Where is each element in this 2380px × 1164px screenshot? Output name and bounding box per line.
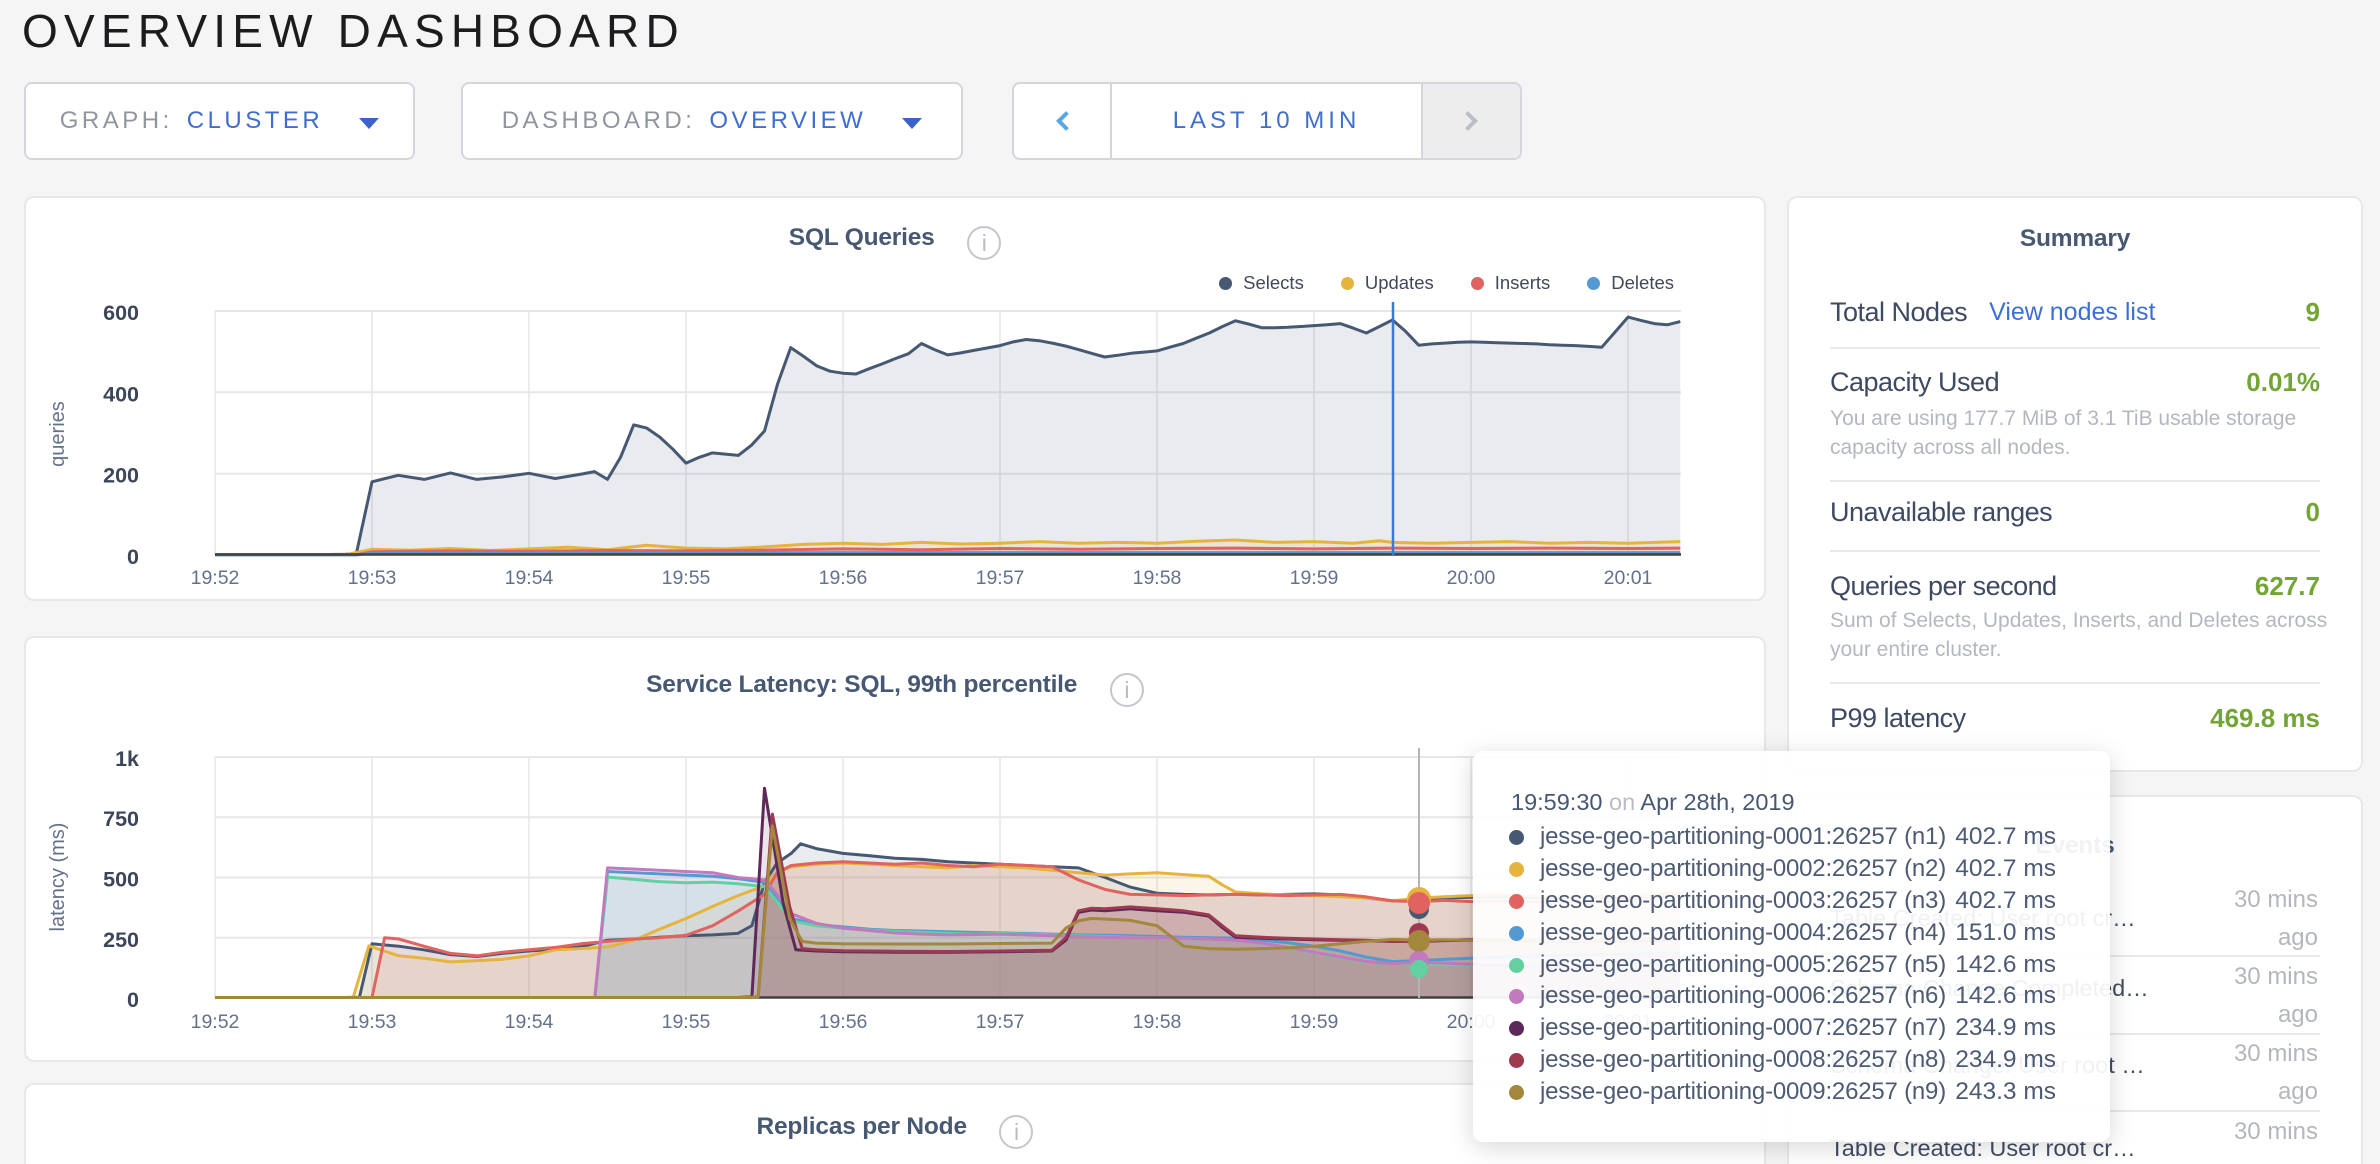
svg-text:19:52: 19:52	[191, 1011, 240, 1033]
svg-text:19:59: 19:59	[1290, 1011, 1339, 1033]
svg-text:19:58: 19:58	[1133, 1011, 1182, 1033]
svg-text:1k: 1k	[115, 747, 139, 771]
svg-text:19:59: 19:59	[1290, 567, 1339, 589]
svg-text:500: 500	[103, 868, 139, 892]
svg-text:19:56: 19:56	[819, 567, 868, 589]
svg-text:19:58: 19:58	[1133, 567, 1182, 589]
svg-text:200: 200	[103, 464, 139, 488]
svg-text:0: 0	[127, 545, 139, 569]
svg-text:19:53: 19:53	[348, 1011, 397, 1033]
svg-text:19:57: 19:57	[976, 1011, 1025, 1033]
svg-text:20:00: 20:00	[1447, 567, 1496, 589]
svg-text:19:56: 19:56	[819, 1011, 868, 1033]
svg-text:600: 600	[103, 301, 139, 325]
svg-text:latency (ms): latency (ms)	[47, 823, 69, 932]
svg-text:20:01: 20:01	[1604, 567, 1653, 589]
svg-text:19:54: 19:54	[505, 567, 554, 589]
svg-text:19:55: 19:55	[662, 1011, 711, 1033]
svg-text:19:57: 19:57	[976, 567, 1025, 589]
svg-text:19:54: 19:54	[505, 1011, 554, 1033]
svg-text:400: 400	[103, 382, 139, 406]
svg-text:queries: queries	[47, 401, 69, 467]
svg-text:750: 750	[103, 807, 139, 831]
svg-text:19:55: 19:55	[662, 567, 711, 589]
svg-text:19:52: 19:52	[191, 567, 240, 589]
svg-text:19:53: 19:53	[348, 567, 397, 589]
svg-text:250: 250	[103, 928, 139, 952]
svg-text:0: 0	[127, 988, 139, 1012]
